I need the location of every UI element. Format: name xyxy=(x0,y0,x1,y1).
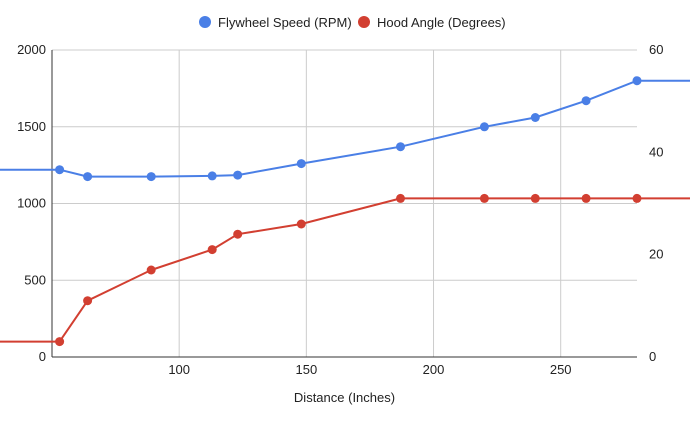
x-axis-title: Distance (Inches) xyxy=(294,390,395,405)
tick-labels: 0 500 1000 1500 2000 100 150 200 250 0 20 40 60 xyxy=(17,42,663,377)
data-point-flywheel-speed xyxy=(530,113,540,122)
x-tick-label: 100 xyxy=(168,362,190,377)
series-lines xyxy=(0,79,690,343)
axes xyxy=(51,50,637,358)
data-point-flywheel-speed xyxy=(632,76,642,86)
data-point-flywheel-speed xyxy=(296,159,306,169)
series-line-hood-angle xyxy=(0,197,690,343)
data-point-hood-angle xyxy=(233,229,243,239)
legend-label: Flywheel Speed (RPM) xyxy=(218,15,352,30)
data-point-hood-angle xyxy=(207,245,217,255)
data-point-hood-angle xyxy=(479,193,489,203)
series-line-flywheel-speed xyxy=(0,79,690,178)
data-point-hood-angle xyxy=(632,193,642,203)
y-left-tick-label: 1000 xyxy=(17,196,46,211)
data-point-hood-angle xyxy=(530,193,540,203)
y-right-tick-label: 20 xyxy=(649,247,663,262)
y-right-tick-label: 60 xyxy=(649,42,663,57)
y-left-tick-label: 1500 xyxy=(17,119,46,134)
series-points xyxy=(55,76,642,347)
legend-marker xyxy=(358,16,370,28)
y-right-tick-label: 0 xyxy=(649,349,656,364)
y-right-tick-label: 40 xyxy=(649,144,663,159)
y-left-tick-label: 500 xyxy=(24,272,46,287)
data-point-hood-angle xyxy=(396,193,405,203)
data-point-hood-angle xyxy=(296,219,306,229)
data-point-flywheel-speed xyxy=(146,172,156,182)
data-point-flywheel-speed xyxy=(207,171,217,181)
y-left-tick-label: 0 xyxy=(39,349,46,364)
legend-marker xyxy=(199,16,211,28)
gridlines xyxy=(52,49,637,357)
data-point-flywheel-speed xyxy=(233,170,243,180)
x-tick-label: 150 xyxy=(295,362,317,377)
y-left-tick-label: 2000 xyxy=(17,42,46,57)
data-point-hood-angle xyxy=(581,193,591,203)
data-point-hood-angle xyxy=(55,337,65,347)
data-point-flywheel-speed xyxy=(581,96,591,106)
data-point-flywheel-speed xyxy=(479,122,489,132)
x-tick-label: 250 xyxy=(550,362,572,377)
data-point-hood-angle xyxy=(146,265,156,275)
legend-label: Hood Angle (Degrees) xyxy=(377,15,506,30)
legend: Flywheel Speed (RPM) Hood Angle (Degrees) xyxy=(199,15,506,30)
data-point-flywheel-speed xyxy=(396,142,405,152)
x-tick-label: 200 xyxy=(423,362,445,377)
data-point-hood-angle xyxy=(83,296,93,306)
data-point-flywheel-speed xyxy=(55,165,65,175)
data-point-flywheel-speed xyxy=(83,172,93,182)
